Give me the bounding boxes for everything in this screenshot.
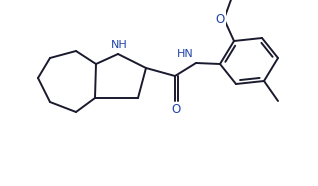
Text: NH: NH bbox=[111, 40, 128, 50]
Text: O: O bbox=[171, 103, 181, 116]
Text: HN: HN bbox=[177, 49, 194, 59]
Text: O: O bbox=[216, 12, 225, 25]
